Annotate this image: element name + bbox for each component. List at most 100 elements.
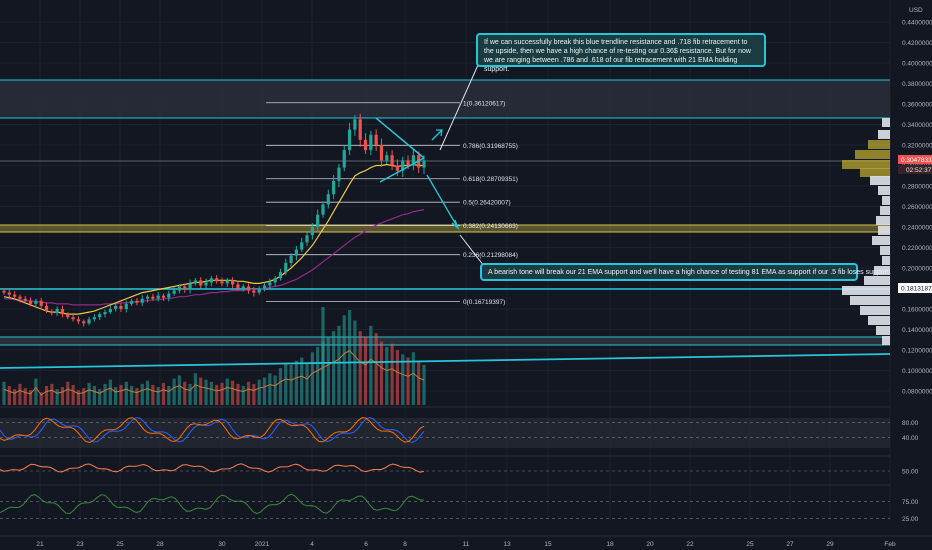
level-badge bbox=[898, 283, 932, 293]
time-axis[interactable]: 21 23 25 28 30 2021 4 6 8 11 13 15 18 20 22 25 27 29 Feb bbox=[0, 535, 932, 548]
volume-profile-bar bbox=[842, 286, 890, 295]
volume-bar bbox=[66, 381, 70, 405]
volume-profile-bar bbox=[855, 150, 890, 159]
candle-body bbox=[316, 214, 320, 227]
volume-bar bbox=[284, 362, 288, 405]
candle-body bbox=[135, 300, 139, 303]
volume-bar bbox=[188, 383, 192, 405]
candle-body bbox=[332, 180, 336, 195]
fib-level-label: 0.382(0.24130663) bbox=[463, 223, 518, 230]
candle-body bbox=[145, 296, 150, 299]
candle-body bbox=[114, 305, 118, 309]
volume-bar bbox=[342, 315, 346, 405]
bullish-arrowhead bbox=[436, 129, 443, 137]
candle-body bbox=[71, 317, 75, 320]
fib-retracement[interactable]: 1(0.36120617) 0.786(0.31968755) 0.618(0.28… bbox=[266, 100, 518, 306]
top-resistance-zone bbox=[0, 80, 890, 118]
current-price-value: 0.30478339 bbox=[901, 157, 932, 164]
date-tick-label: 29 bbox=[826, 541, 834, 548]
candle-body bbox=[87, 319, 91, 324]
oscillator-line bbox=[0, 493, 425, 515]
candle-body bbox=[252, 290, 256, 293]
fib-level-label: 0.786(0.31968755) bbox=[463, 143, 518, 150]
candle-body bbox=[92, 317, 96, 320]
candle-body bbox=[55, 309, 59, 314]
fib-level-label: 0.5(0.26420007) bbox=[463, 200, 511, 207]
candle-body bbox=[225, 280, 229, 284]
indicator-panels: 80.00 40.00 50.00 75.00 25.00 bbox=[0, 406, 919, 523]
volume-profile-bar bbox=[872, 236, 890, 245]
candle-body bbox=[358, 119, 362, 140]
candle-body bbox=[193, 280, 197, 284]
volume-profile-bar bbox=[860, 168, 890, 177]
candle-body bbox=[204, 282, 208, 286]
candle-body bbox=[262, 285, 267, 289]
date-tick-label: 2021 bbox=[255, 541, 270, 548]
rsi-line bbox=[0, 463, 425, 473]
date-tick-label: 20 bbox=[646, 541, 654, 548]
candle-body bbox=[236, 284, 240, 289]
candle-body bbox=[411, 155, 415, 166]
candle-body bbox=[156, 295, 160, 299]
candle-body bbox=[119, 305, 123, 309]
note-bottom-pointer bbox=[459, 234, 485, 267]
bearish-arrow bbox=[426, 174, 459, 229]
date-tick-label: 8 bbox=[403, 541, 407, 548]
volume-profile-bar bbox=[880, 206, 890, 215]
volume-bar bbox=[252, 383, 256, 405]
candle-body bbox=[199, 280, 203, 286]
volume-bar bbox=[326, 336, 330, 405]
ascending-trendline bbox=[379, 157, 425, 183]
note-bottom-callout[interactable]: A bearish tone will break our 21 EMA sup… bbox=[480, 263, 891, 281]
candle-body bbox=[2, 290, 6, 293]
date-tick-label: 27 bbox=[786, 541, 794, 548]
rsi-label: 50.00 bbox=[902, 469, 919, 476]
volume-profile-bar bbox=[842, 160, 890, 169]
note-top-callout[interactable]: If we can successfully break this blue t… bbox=[476, 33, 766, 73]
volume-bar bbox=[87, 382, 91, 405]
bottom-support-zone bbox=[0, 337, 890, 345]
volume-profile-bar bbox=[868, 140, 890, 149]
candle-body bbox=[390, 155, 394, 166]
volume-profile-bar bbox=[876, 326, 890, 335]
candle-body bbox=[177, 286, 182, 291]
candle-body bbox=[76, 319, 81, 322]
date-tick-label: 22 bbox=[686, 541, 694, 548]
volume-bar bbox=[28, 390, 33, 405]
volume-bar bbox=[262, 377, 267, 405]
candle-body bbox=[108, 309, 112, 313]
candle-body bbox=[300, 242, 304, 250]
volume-bar bbox=[119, 384, 123, 405]
candle-body bbox=[310, 227, 314, 236]
volume-bar bbox=[316, 346, 320, 405]
candle-body bbox=[342, 150, 346, 168]
ema81-line bbox=[4, 209, 425, 306]
date-tick-label: 28 bbox=[156, 541, 164, 548]
volume-bar bbox=[305, 362, 309, 405]
fib-level-label: 1(0.36120617) bbox=[463, 100, 505, 107]
bearish-arrowhead bbox=[451, 219, 460, 231]
trendlines[interactable] bbox=[0, 64, 891, 369]
stoch-label: 80.00 bbox=[902, 420, 919, 427]
candle-body bbox=[82, 321, 86, 324]
yellow-support-band bbox=[0, 225, 890, 232]
volume-bar bbox=[60, 387, 65, 405]
volume-bar bbox=[422, 364, 426, 405]
fib-level-label: 0.618(0.28709351) bbox=[463, 176, 518, 183]
volume-bars bbox=[2, 307, 426, 405]
stoch-label: 40.00 bbox=[902, 435, 919, 442]
date-tick-label: 11 bbox=[463, 541, 470, 548]
volume-bar bbox=[406, 357, 410, 405]
volume-bar bbox=[161, 382, 166, 405]
volume-bar bbox=[347, 310, 352, 405]
countdown-badge bbox=[898, 165, 932, 174]
note-bottom-text: A bearish tone will break our 21 EMA sup… bbox=[488, 269, 891, 276]
volume-bar bbox=[167, 386, 171, 405]
volume-bar bbox=[215, 384, 219, 405]
fib-level-label: 0.236(0.21298084) bbox=[463, 252, 518, 259]
volume-bar bbox=[50, 383, 54, 405]
